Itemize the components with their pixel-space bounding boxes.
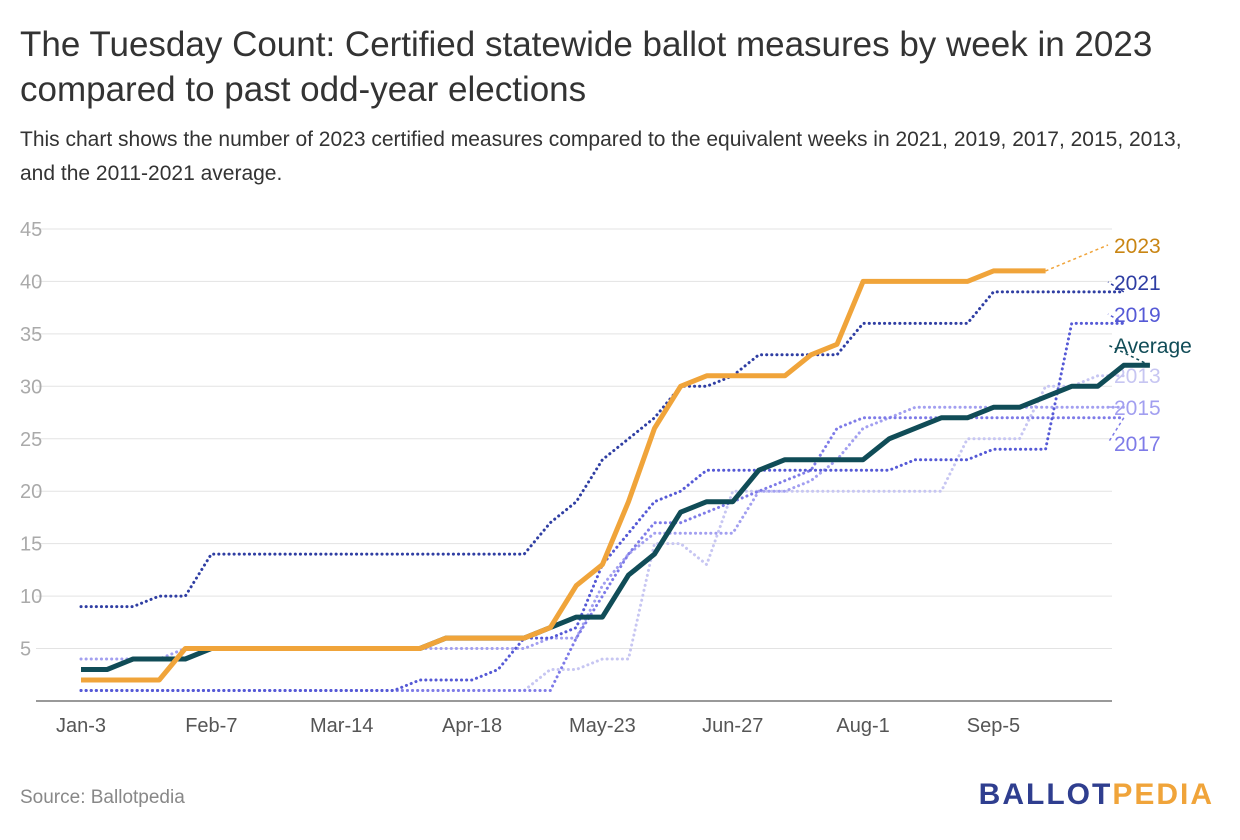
leader-line-2017	[1107, 417, 1125, 444]
leader-line-2023	[1045, 244, 1109, 272]
series-label-average: Average	[1114, 335, 1192, 358]
x-tick-label-Apr-18: Apr-18	[442, 715, 502, 737]
y-tick-label-5: 5	[20, 639, 31, 661]
series-label-2015: 2015	[1114, 397, 1161, 420]
leader-line-average	[1107, 344, 1151, 366]
x-tick-label-Mar-14: Mar-14	[310, 715, 373, 737]
series-label-2023: 2023	[1114, 235, 1161, 258]
y-tick-label-20: 20	[20, 481, 42, 503]
series-line-2023	[81, 268, 1046, 683]
chart-title: The Tuesday Count: Certified statewide b…	[20, 25, 1153, 109]
x-tick-label-Aug-1: Aug-1	[836, 715, 889, 737]
series-line-2021	[79, 290, 1126, 609]
logo-part-2: PEDIA	[1112, 778, 1214, 811]
y-tick-label-35: 35	[20, 324, 42, 346]
series-line-2015	[79, 405, 1126, 661]
y-tick-label-40: 40	[20, 271, 42, 293]
series-label-2017: 2017	[1114, 433, 1161, 456]
series-label-2019: 2019	[1114, 304, 1161, 327]
series-line-2013	[79, 374, 1126, 692]
ballotpedia-logo: BALLOTPEDIA	[979, 778, 1214, 812]
y-tick-label-30: 30	[20, 376, 42, 398]
chart-subtitle: This chart shows the number of 2023 cert…	[20, 128, 1182, 185]
series-label-2021: 2021	[1114, 272, 1161, 295]
logo-part-1: BALLOT	[978, 778, 1113, 811]
x-tick-label-Jan-3: Jan-3	[56, 715, 106, 737]
y-tick-label-45: 45	[20, 219, 42, 241]
series-line-average	[81, 362, 1150, 672]
x-tick-label-Feb-7: Feb-7	[185, 715, 237, 737]
series-line-2019	[79, 321, 1126, 692]
source-note: Source: Ballotpedia	[20, 787, 185, 808]
x-tick-label-Jun-27: Jun-27	[702, 715, 763, 737]
y-tick-label-25: 25	[20, 429, 42, 451]
y-tick-label-15: 15	[20, 534, 42, 556]
x-tick-label-Sep-5: Sep-5	[967, 715, 1020, 737]
y-tick-label-10: 10	[20, 586, 42, 608]
series-label-2013: 2013	[1114, 365, 1161, 388]
x-tick-label-May-23: May-23	[569, 715, 636, 737]
